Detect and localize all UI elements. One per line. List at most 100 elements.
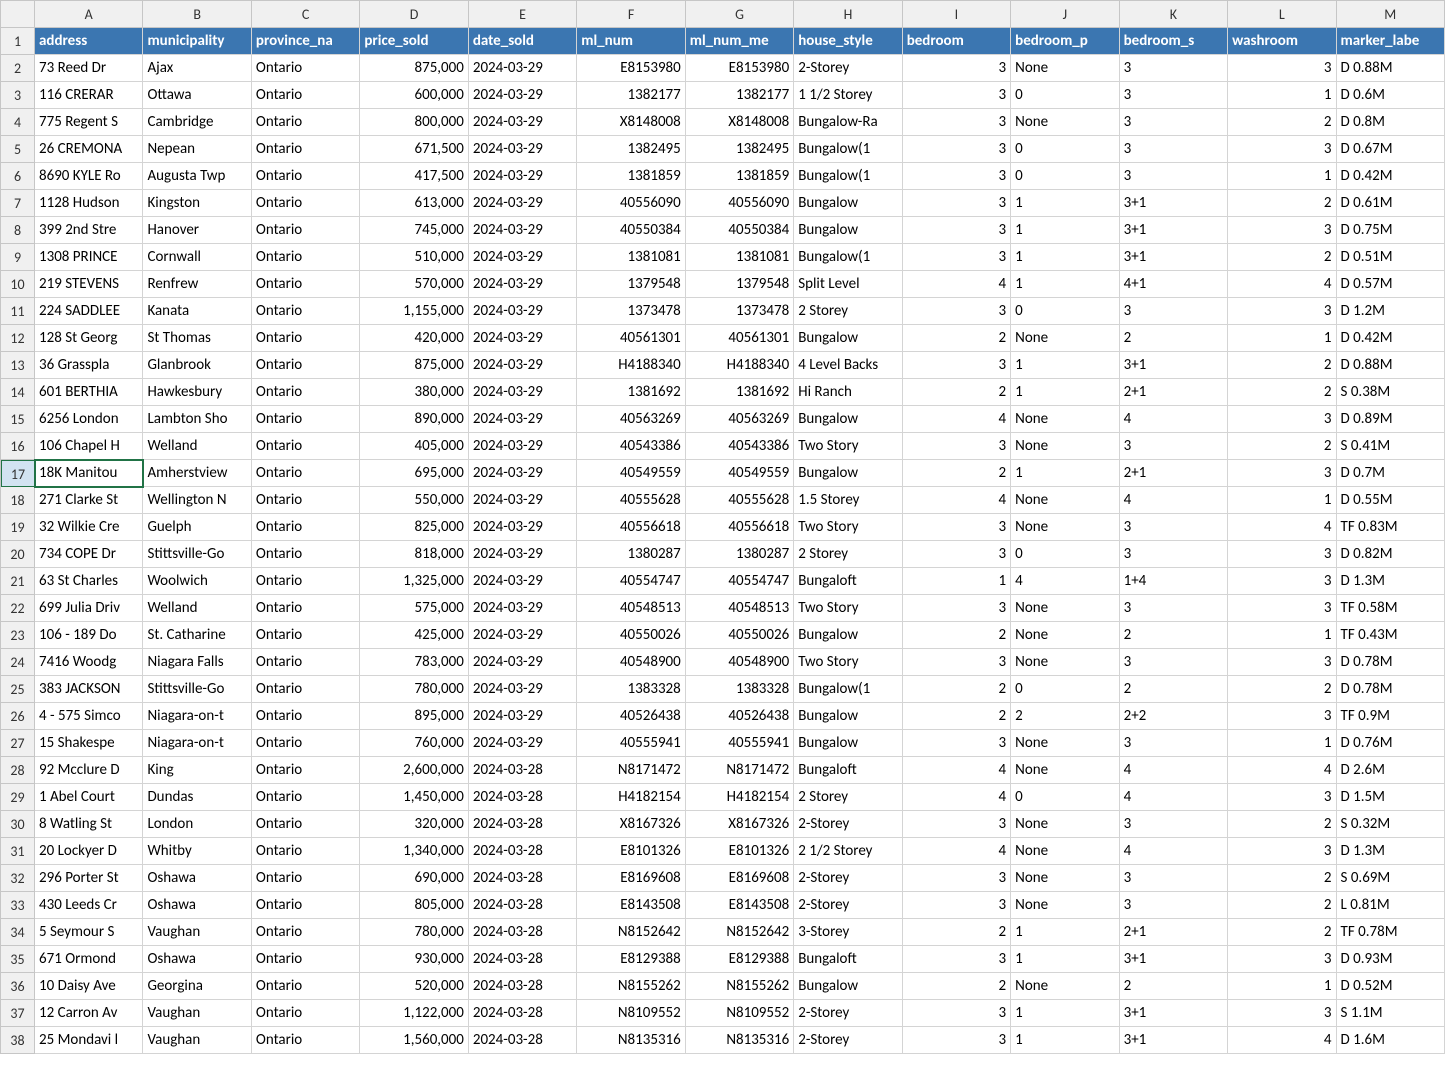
data-cell[interactable]: 1381859 [686, 163, 794, 190]
data-cell[interactable]: 2 [1120, 622, 1228, 649]
data-cell[interactable]: Ajax [143, 55, 251, 82]
data-cell[interactable]: 3 [1228, 595, 1336, 622]
data-cell[interactable]: Ontario [252, 82, 360, 109]
data-cell[interactable]: E8143508 [686, 892, 794, 919]
data-cell[interactable]: 2024-03-28 [469, 1027, 577, 1054]
data-cell[interactable]: St. Catharine [143, 622, 251, 649]
row-header[interactable]: 23 [1, 622, 35, 649]
data-cell[interactable]: 780,000 [360, 676, 468, 703]
data-cell[interactable]: 2024-03-28 [469, 973, 577, 1000]
data-cell[interactable]: 3 [1120, 514, 1228, 541]
data-cell[interactable]: 2024-03-29 [469, 730, 577, 757]
row-header[interactable]: 19 [1, 514, 35, 541]
data-cell[interactable]: None [1011, 838, 1119, 865]
data-cell[interactable]: 40561301 [686, 325, 794, 352]
data-cell[interactable]: 2024-03-29 [469, 163, 577, 190]
data-cell[interactable]: 15 Shakespe [35, 730, 143, 757]
data-cell[interactable]: Lambton Sho [143, 406, 251, 433]
data-cell[interactable]: Hi Ranch [794, 379, 902, 406]
data-cell[interactable]: 106 - 189 Do [35, 622, 143, 649]
data-cell[interactable]: D 0.6M [1337, 82, 1445, 109]
data-cell[interactable]: 3 [1120, 892, 1228, 919]
row-header[interactable]: 30 [1, 811, 35, 838]
data-cell[interactable]: 2024-03-29 [469, 55, 577, 82]
data-cell[interactable]: 4 [1120, 784, 1228, 811]
data-cell[interactable]: Ontario [252, 649, 360, 676]
data-cell[interactable]: 3+1 [1120, 217, 1228, 244]
data-cell[interactable]: 3 [1228, 136, 1336, 163]
data-cell[interactable]: Hanover [143, 217, 251, 244]
row-header[interactable]: 27 [1, 730, 35, 757]
data-cell[interactable]: Ontario [252, 919, 360, 946]
data-cell[interactable]: 4 [903, 784, 1011, 811]
data-cell[interactable]: 1 [1011, 190, 1119, 217]
data-cell[interactable]: Bungalow [794, 973, 902, 1000]
data-cell[interactable]: 26 CREMONA [35, 136, 143, 163]
data-cell[interactable]: 2024-03-29 [469, 244, 577, 271]
data-cell[interactable]: 40550384 [577, 217, 685, 244]
data-cell[interactable]: H4188340 [577, 352, 685, 379]
data-cell[interactable]: 1381859 [577, 163, 685, 190]
row-header[interactable]: 32 [1, 865, 35, 892]
data-cell[interactable]: Ontario [252, 352, 360, 379]
data-cell[interactable]: 3 [903, 244, 1011, 271]
data-cell[interactable]: None [1011, 622, 1119, 649]
data-cell[interactable]: 2 [1120, 676, 1228, 703]
data-cell[interactable]: 25 Mondavi l [35, 1027, 143, 1054]
row-header[interactable]: 10 [1, 271, 35, 298]
data-cell[interactable]: 2 [1228, 244, 1336, 271]
data-cell[interactable]: E8143508 [577, 892, 685, 919]
data-cell[interactable]: None [1011, 487, 1119, 514]
data-cell[interactable]: 3 [1228, 55, 1336, 82]
data-cell[interactable]: 1 [1011, 460, 1119, 487]
data-cell[interactable]: 2 1/2 Storey [794, 838, 902, 865]
column-header[interactable]: K [1120, 1, 1228, 28]
data-cell[interactable]: 4 [1228, 1027, 1336, 1054]
data-cell[interactable]: 3 [903, 352, 1011, 379]
data-cell[interactable]: 40555941 [577, 730, 685, 757]
data-cell[interactable]: 92 Mcclure D [35, 757, 143, 784]
data-cell[interactable]: 2 [1120, 973, 1228, 1000]
data-cell[interactable]: Two Story [794, 649, 902, 676]
data-cell[interactable]: 2 [903, 703, 1011, 730]
data-cell[interactable]: Vaughan [143, 919, 251, 946]
data-cell[interactable]: Woolwich [143, 568, 251, 595]
data-cell[interactable]: 3 [1228, 568, 1336, 595]
data-cell[interactable]: D 1.3M [1337, 568, 1445, 595]
data-cell[interactable]: E8153980 [686, 55, 794, 82]
data-cell[interactable]: 2-Storey [794, 1000, 902, 1027]
data-cell[interactable]: 224 SADDLEE [35, 298, 143, 325]
data-cell[interactable]: H4182154 [686, 784, 794, 811]
data-cell[interactable]: Ontario [252, 865, 360, 892]
data-cell[interactable]: 1381081 [686, 244, 794, 271]
data-cell[interactable]: E8169608 [686, 865, 794, 892]
data-cell[interactable]: 40526438 [686, 703, 794, 730]
data-cell[interactable]: 2024-03-29 [469, 595, 577, 622]
data-cell[interactable]: D 0.78M [1337, 649, 1445, 676]
column-header[interactable]: G [686, 1, 794, 28]
data-cell[interactable]: 3 [903, 298, 1011, 325]
row-header[interactable]: 17 [1, 460, 35, 487]
data-cell[interactable]: 2024-03-29 [469, 703, 577, 730]
data-cell[interactable]: 128 St Georg [35, 325, 143, 352]
data-cell[interactable]: London [143, 811, 251, 838]
data-cell[interactable]: X8167326 [686, 811, 794, 838]
data-cell[interactable]: 3+1 [1120, 190, 1228, 217]
data-cell[interactable]: Bungalow [794, 406, 902, 433]
data-cell[interactable]: 271 Clarke St [35, 487, 143, 514]
data-cell[interactable]: 296 Porter St [35, 865, 143, 892]
data-cell[interactable]: 2 [1228, 379, 1336, 406]
data-cell[interactable]: 3+1 [1120, 1000, 1228, 1027]
data-cell[interactable]: S 0.32M [1337, 811, 1445, 838]
data-cell[interactable]: 2024-03-28 [469, 1000, 577, 1027]
data-cell[interactable]: Welland [143, 595, 251, 622]
data-cell[interactable]: 3 [903, 55, 1011, 82]
row-header[interactable]: 11 [1, 298, 35, 325]
data-cell[interactable]: Bungalow [794, 460, 902, 487]
data-cell[interactable]: L 0.81M [1337, 892, 1445, 919]
data-cell[interactable]: TF 0.83M [1337, 514, 1445, 541]
data-cell[interactable]: Stittsville-Go [143, 676, 251, 703]
data-cell[interactable]: 383 JACKSON [35, 676, 143, 703]
data-cell[interactable]: 699 Julia Driv [35, 595, 143, 622]
data-cell[interactable]: 430 Leeds Cr [35, 892, 143, 919]
